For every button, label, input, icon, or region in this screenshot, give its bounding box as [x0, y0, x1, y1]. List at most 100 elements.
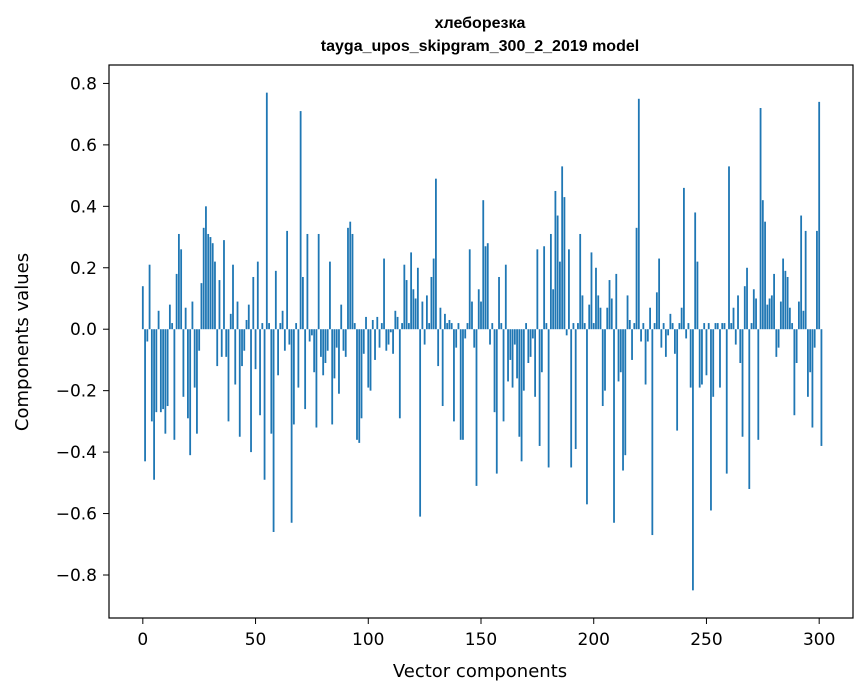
bar — [525, 323, 527, 330]
bar — [252, 276, 255, 330]
bar — [265, 92, 268, 330]
y-tick-label: 0.6 — [70, 136, 97, 156]
bar — [527, 329, 530, 363]
bar — [401, 323, 403, 330]
chart-title: хлеборезка — [435, 15, 526, 32]
bar — [619, 329, 622, 373]
bar — [146, 329, 149, 342]
y-axis-label: Components values — [12, 253, 33, 431]
bar — [211, 243, 214, 330]
bar — [288, 329, 291, 345]
bar — [358, 329, 361, 443]
bar — [281, 310, 284, 330]
bar — [356, 329, 358, 440]
bar — [538, 329, 541, 446]
bar — [338, 329, 340, 394]
bar — [755, 298, 757, 330]
x-axis-label: Vector components — [393, 661, 567, 682]
bar — [317, 233, 320, 330]
bar — [191, 301, 194, 330]
bar — [441, 329, 444, 407]
bar — [259, 329, 261, 416]
bar — [432, 258, 435, 330]
bar — [430, 276, 433, 330]
bar — [793, 329, 796, 416]
x-tick-label: 50 — [245, 630, 267, 650]
bar — [383, 258, 385, 330]
bar — [331, 329, 334, 425]
bar — [703, 323, 706, 330]
bar — [651, 329, 654, 536]
bar — [725, 329, 728, 474]
bar — [543, 246, 546, 330]
bar — [491, 323, 494, 330]
y-tick-label: 0.4 — [70, 197, 97, 217]
bar — [329, 261, 331, 330]
chart-subtitle: tayga_upos_skipgram_300_2_2019 model — [321, 38, 639, 55]
bar — [313, 329, 316, 373]
bar — [561, 166, 564, 330]
bar — [516, 329, 518, 379]
bar — [631, 329, 633, 360]
bar — [748, 329, 751, 489]
bar — [768, 298, 771, 330]
bar — [279, 323, 282, 330]
bar — [811, 329, 814, 428]
bar — [232, 264, 234, 330]
bar — [378, 329, 381, 348]
bar — [710, 329, 712, 511]
bar — [788, 307, 791, 330]
bar — [360, 329, 363, 419]
bar — [187, 329, 189, 419]
bar — [466, 323, 469, 330]
bar — [263, 329, 266, 480]
bar — [669, 313, 672, 330]
bar — [241, 329, 243, 367]
bar — [141, 286, 144, 330]
bar — [520, 329, 523, 462]
bar — [655, 292, 658, 330]
bar — [177, 233, 180, 330]
bar — [759, 108, 762, 330]
bar — [712, 329, 715, 397]
bar — [615, 273, 618, 330]
bar — [256, 261, 259, 330]
bar — [198, 329, 201, 351]
bar — [540, 329, 543, 373]
y-axis: −0.8 −0.6 −0.4 −0.2 0.0 0.2 0.4 0.6 0.8 — [56, 74, 109, 586]
bar — [290, 329, 293, 523]
bar — [311, 329, 313, 336]
bar — [295, 323, 298, 330]
bar — [493, 329, 496, 413]
y-tick-label: 0.0 — [70, 320, 97, 340]
bar — [385, 329, 388, 351]
bar — [809, 329, 812, 373]
bar — [513, 329, 516, 345]
bar — [586, 329, 588, 505]
bar — [597, 295, 600, 330]
bar — [757, 329, 760, 440]
bar — [297, 329, 300, 388]
bar — [374, 329, 376, 360]
bar — [685, 329, 688, 339]
bar — [207, 233, 210, 330]
bar — [613, 329, 615, 523]
bar — [635, 227, 638, 330]
bar — [773, 273, 775, 330]
bar — [320, 329, 322, 357]
bar — [797, 301, 800, 330]
bar — [236, 301, 239, 330]
bar — [392, 329, 394, 354]
bar — [155, 329, 158, 413]
bar — [437, 329, 440, 367]
bar — [714, 323, 717, 330]
x-tick-label: 200 — [578, 630, 610, 650]
y-tick-label: −0.6 — [56, 505, 97, 525]
bar — [750, 323, 753, 330]
bar — [162, 329, 165, 410]
bar — [667, 329, 670, 336]
bar — [577, 323, 579, 330]
bar — [209, 237, 212, 330]
bar — [376, 316, 379, 330]
bar — [628, 319, 631, 330]
